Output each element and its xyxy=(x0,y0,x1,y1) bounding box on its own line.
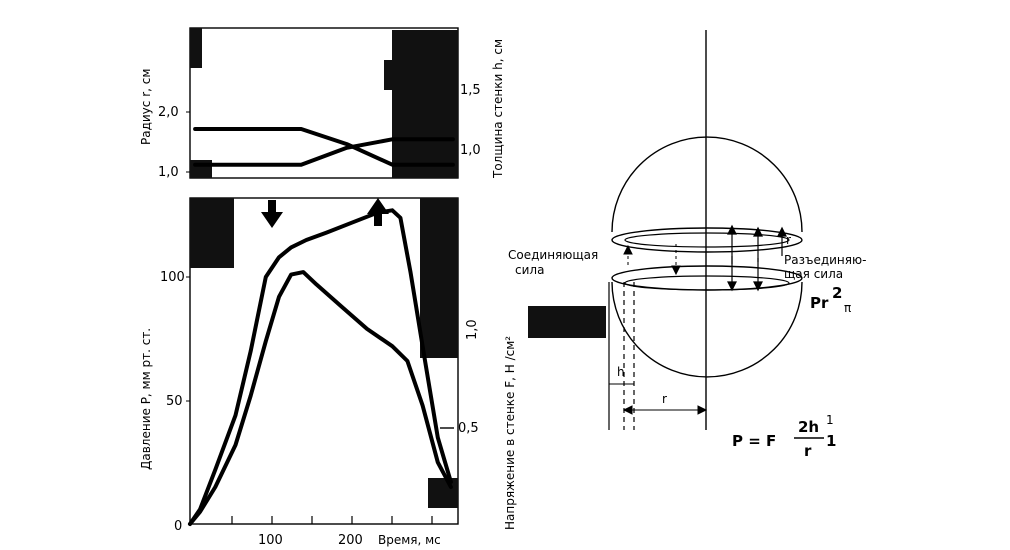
label-separating-1: Разъединяю- xyxy=(784,253,866,267)
pr2-subscript: π xyxy=(844,301,851,315)
bottom-xtick-marks xyxy=(231,516,433,524)
bottom-chart-frame xyxy=(189,197,459,525)
top-series-1 xyxy=(193,137,455,167)
top-series-group xyxy=(193,127,455,167)
bottom-ytick-left: 100 xyxy=(160,270,185,285)
top-ytick-left: 2,0 xyxy=(158,105,179,120)
label-connecting-1: Соединяющая xyxy=(508,248,598,262)
formula-numerator: 2h xyxy=(798,418,819,436)
formula: P = F 2h r 1 1 xyxy=(732,413,836,460)
lower-hemisphere xyxy=(611,281,803,378)
top-ylabel-left: Радиус r, см xyxy=(139,69,153,145)
lower-rim-inner xyxy=(624,275,790,291)
upper-rim xyxy=(611,227,803,253)
formula-superscript: 1 xyxy=(826,413,834,427)
upper-rim-inner xyxy=(624,232,790,248)
bottom-series-2 xyxy=(188,270,453,526)
bottom-chart-panel: 100 200 Время, мс 0 50 100 0,5 1,0 Давле… xyxy=(139,197,517,548)
bottom-series-group xyxy=(188,208,453,526)
bottom-xtick: 200 xyxy=(338,533,363,548)
bottom-ytick-right: 0,5 xyxy=(458,421,479,436)
label-separating-2: щая сила xyxy=(784,267,843,281)
scan-smudge xyxy=(190,28,458,178)
top-ytick-left: 1,0 xyxy=(158,165,179,180)
label-connecting-2: сила xyxy=(515,263,544,277)
sphere-diagram xyxy=(528,30,803,430)
bottom-ytick-left: 50 xyxy=(166,394,183,409)
bottom-xlabel: Время, мс xyxy=(378,533,441,547)
top-ylabel-right: Толщина стенки h, см xyxy=(491,39,505,179)
separating-force-arrows xyxy=(727,224,787,292)
scan-smudge xyxy=(190,198,458,508)
bottom-ytick-left: 0 xyxy=(174,519,182,534)
down-arrow xyxy=(261,200,283,228)
top-ytick-right: 1,0 xyxy=(460,143,481,158)
r-arrow-left xyxy=(622,405,633,415)
formula-tail: 1 xyxy=(826,432,836,450)
bottom-ylabel-left: Давление P, мм рт. ст. xyxy=(139,328,153,470)
label-r-small: r xyxy=(786,233,791,247)
top-series-2 xyxy=(193,127,455,167)
pr2-exponent: 2 xyxy=(832,284,842,302)
r-arrow-right xyxy=(697,405,708,415)
lower-rim xyxy=(611,265,803,291)
formula-lhs: P = F xyxy=(732,432,776,450)
bottom-xtick: 100 xyxy=(258,533,283,548)
label-pr2: Pr 2 π xyxy=(810,284,851,315)
bottom-series-1 xyxy=(188,208,453,526)
connecting-force-arrows xyxy=(623,244,681,276)
up-arrow xyxy=(367,198,389,226)
top-ytick-right: 1,5 xyxy=(460,83,481,98)
bottom-ytick-right: 1,0 xyxy=(465,319,480,340)
upper-hemisphere xyxy=(611,136,803,233)
top-chart-panel: 1,0 2,0 1,0 1,5 Радиус r, см Толщина сте… xyxy=(139,27,505,180)
scan-smudge xyxy=(528,306,606,338)
bottom-ylabel-right: Напряжение в стенке F, H /см² xyxy=(503,336,517,530)
label-r: r xyxy=(662,392,667,406)
formula-denominator: r xyxy=(804,442,812,460)
label-h: h xyxy=(617,365,625,379)
pr2-text: Pr xyxy=(810,294,829,312)
